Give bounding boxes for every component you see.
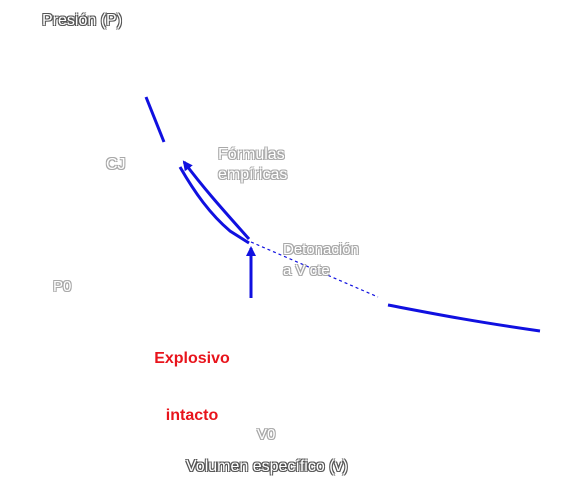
cj-point-label: CJ [106,156,126,173]
x-axis-label: Volumen específico (v) [186,458,348,475]
dotted-line [250,241,379,298]
p0-label: P0 [53,278,72,295]
curve-outer-segment [178,166,250,245]
intact-explosive-label: Explosivo intacto [142,311,242,463]
empirical-formulas-arrow [182,160,251,240]
intact-explosive-label-line1: Explosivo [154,350,230,367]
v0-label: V0 [257,426,276,443]
intact-explosive-label-line2: intacto [165,407,219,424]
detonation-label-line2: a V cte [283,262,330,279]
curve-lower-segment [387,303,541,333]
empirical-formulas-label-line1: Fórmulas [218,146,285,163]
detonation-label-line1: Detonación [283,241,359,258]
curve-upper-segment [144,96,166,143]
y-axis-label: Presión (P) [42,12,123,29]
empirical-formulas-label-line2: empíricas [218,166,288,183]
